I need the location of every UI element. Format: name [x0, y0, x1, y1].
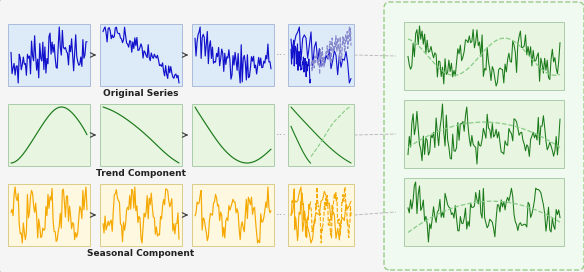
FancyBboxPatch shape	[404, 178, 564, 246]
Text: Original Series: Original Series	[103, 89, 179, 98]
FancyBboxPatch shape	[404, 22, 564, 90]
FancyBboxPatch shape	[384, 2, 584, 270]
FancyBboxPatch shape	[100, 104, 182, 166]
FancyBboxPatch shape	[100, 184, 182, 246]
FancyBboxPatch shape	[288, 24, 354, 86]
FancyBboxPatch shape	[192, 104, 274, 166]
Text: Seasonal Component: Seasonal Component	[88, 249, 194, 258]
FancyBboxPatch shape	[8, 104, 90, 166]
FancyBboxPatch shape	[288, 184, 354, 246]
FancyBboxPatch shape	[8, 184, 90, 246]
Text: ···: ···	[276, 210, 286, 220]
FancyBboxPatch shape	[192, 184, 274, 246]
FancyBboxPatch shape	[288, 104, 354, 166]
FancyBboxPatch shape	[8, 24, 90, 86]
FancyBboxPatch shape	[100, 24, 182, 86]
FancyBboxPatch shape	[192, 24, 274, 86]
Text: Trend Component: Trend Component	[96, 169, 186, 178]
FancyBboxPatch shape	[404, 100, 564, 168]
Text: ···: ···	[276, 130, 286, 140]
Text: ···: ···	[276, 50, 286, 60]
